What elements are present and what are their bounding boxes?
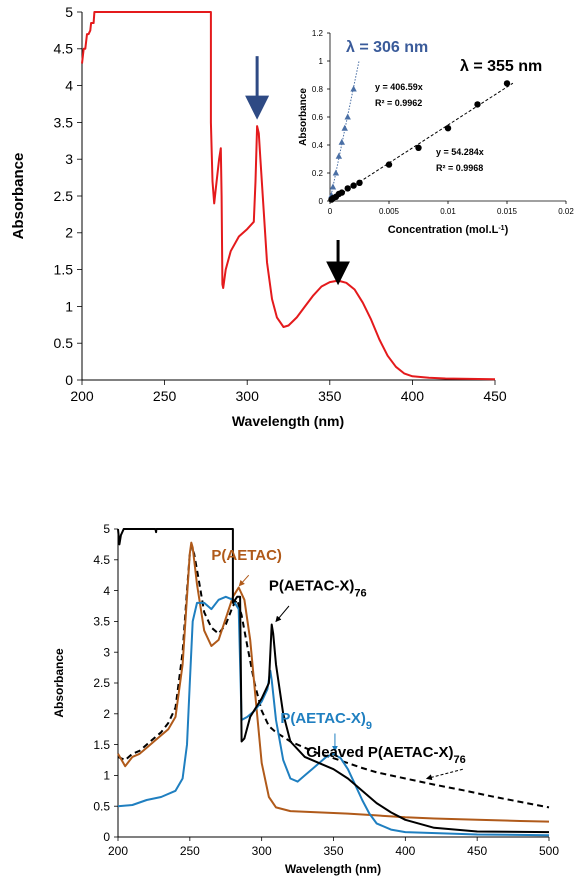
inset-point-355 — [356, 179, 363, 186]
bottom-series-label: Cleaved P(AETAC-X)76 — [306, 744, 466, 766]
bottom-y-tick-label: 2.5 — [93, 676, 110, 690]
top-x-axis-title: Wavelength (nm) — [232, 413, 344, 429]
inset-x-tick-label: 0 — [328, 207, 333, 216]
bottom-x-tick-label: 300 — [252, 844, 272, 858]
top-series — [81, 11, 496, 381]
top-y-tick-label: 2.5 — [54, 188, 74, 204]
inset-point-355 — [350, 182, 357, 189]
top-y-tick-label: 3 — [65, 151, 73, 167]
bottom-x-tick-label: 250 — [180, 844, 200, 858]
top-x-tick-label: 200 — [70, 388, 94, 404]
bottom-y-tick-label: 3 — [103, 645, 110, 659]
inset-y-tick-label: 0.4 — [312, 141, 324, 150]
bottom-label-arrow-icon — [425, 768, 463, 781]
top-y-tick-label: 4.5 — [54, 41, 74, 57]
inset-point-355 — [338, 189, 345, 196]
bottom-x-ticks: 200 250 300 350 400 450 500 — [108, 837, 559, 858]
inset-equation-306: y = 406.59x — [375, 82, 423, 92]
bottom-y-tick-label: 4 — [103, 584, 110, 598]
bottom-x-tick-label: 200 — [108, 844, 128, 858]
inset-point-306 — [350, 85, 357, 92]
bottom-y-tick-label: 0.5 — [93, 799, 110, 813]
bottom-y-tick-label: 5 — [103, 522, 110, 536]
top-x-tick-label: 250 — [153, 388, 177, 404]
top-y-tick-label: 5 — [65, 4, 73, 20]
bottom-series-line-0 — [117, 541, 550, 823]
top-chart: 0 0.5 1 1.5 2 2.5 3 3.5 4 4.5 5 200 250 300 350 400 450… — [10, 4, 574, 429]
bottom-y-ticks: 0 0.5 1 1.5 2 2.5 3 3.5 4 4.5 5 — [93, 522, 118, 844]
inset-y-tick-label: 0.6 — [312, 113, 324, 122]
bottom-series-label: P(AETAC-X)9 — [280, 710, 372, 732]
inset-point-306 — [341, 124, 348, 131]
inset-x-axis-title: Concentration (mol.L-1) — [388, 224, 509, 236]
inset-point-306 — [332, 169, 340, 176]
bottom-y-tick-label: 2 — [103, 707, 110, 721]
top-y-tick-label: 0 — [65, 372, 73, 388]
bottom-x-tick-label: 500 — [539, 844, 559, 858]
inset-point-355 — [385, 161, 393, 168]
top-y-ticks: 0 0.5 1 1.5 2 2.5 3 3.5 4 4.5 5 — [54, 4, 82, 388]
inset-series — [328, 60, 514, 203]
inset-x-tick-label: 0.01 — [440, 207, 456, 216]
inset-r2-306: R² = 0.9962 — [375, 98, 422, 108]
bottom-label-arrow-icon — [275, 605, 290, 623]
top-x-ticks: 200 250 300 350 400 450 — [70, 380, 507, 404]
inset-y-tick-label: 1 — [319, 57, 324, 66]
bottom-y-tick-label: 4.5 — [93, 553, 110, 567]
top-y-tick-label: 1 — [65, 298, 73, 314]
inset-r2-355: R² = 0.9968 — [436, 163, 483, 173]
bottom-y-tick-label: 1 — [103, 769, 110, 783]
bottom-y-tick-label: 1.5 — [93, 738, 110, 752]
inset-point-306 — [344, 113, 351, 120]
bottom-y-axis-title: Absorbance — [52, 648, 66, 718]
bottom-y-tick-label: 3.5 — [93, 615, 110, 629]
inset-x-ticks: 0 0.005 0.01 0.015 0.02 — [328, 201, 574, 216]
bottom-series-label: P(AETAC-X)76 — [269, 578, 367, 600]
inset-point-355 — [344, 185, 351, 192]
top-x-tick-label: 350 — [318, 388, 342, 404]
inset-x-tick-label: 0.02 — [558, 207, 574, 216]
inset-point-306 — [335, 152, 343, 159]
bottom-series-label: P(AETAC) — [211, 547, 282, 564]
inset-y-tick-label: 0 — [319, 197, 324, 206]
top-y-tick-label: 4 — [65, 78, 73, 94]
inset-point-355 — [444, 125, 452, 132]
bottom-label-arrow-icon — [238, 574, 250, 587]
bottom-series-line-1 — [117, 528, 550, 834]
bottom-y-tick-label: 0 — [103, 830, 110, 844]
inset-y-axis-title: Absorbance — [298, 88, 309, 146]
bottom-x-axis-title: Wavelength (nm) — [285, 862, 381, 876]
inset-chart: 0 0.2 0.4 0.6 0.8 1 1.2 0 0.005 0.01 0.015 0.02 Co… — [298, 18, 574, 240]
bottom-series — [117, 528, 550, 837]
inset-y-ticks: 0 0.2 0.4 0.6 0.8 1 1.2 — [312, 29, 330, 206]
inset-point-306 — [338, 138, 345, 145]
top-y-tick-label: 3.5 — [54, 114, 74, 130]
bottom-x-tick-label: 400 — [395, 844, 415, 858]
inset-equation-355: y = 54.284x — [436, 147, 484, 157]
bottom-x-tick-label: 450 — [467, 844, 487, 858]
inset-point-306 — [329, 183, 337, 190]
inset-point-355 — [503, 80, 511, 87]
inset-series-label-306: λ = 306 nm — [346, 39, 428, 56]
top-y-tick-label: 1.5 — [54, 262, 74, 278]
top-y-tick-label: 0.5 — [54, 335, 74, 351]
top-y-tick-label: 2 — [65, 225, 73, 241]
bottom-x-tick-label: 350 — [323, 844, 343, 858]
bottom-chart: 0 0.5 1 1.5 2 2.5 3 3.5 4 4.5 5 200 250 300 350 400 450… — [52, 522, 559, 876]
top-x-tick-label: 300 — [236, 388, 260, 404]
inset-point-355 — [474, 101, 481, 108]
inset-point-355 — [415, 144, 422, 151]
inset-y-tick-label: 0.8 — [312, 85, 324, 94]
top-x-tick-label: 400 — [401, 388, 425, 404]
inset-x-tick-label: 0.015 — [497, 207, 518, 216]
bottom-series-labels: P(AETAC) P(AETAC-X)76 P(AETAC-X)9 Cleaved P… — [211, 547, 466, 781]
inset-x-tick-label: 0.005 — [379, 207, 400, 216]
top-y-axis-title: Absorbance — [10, 153, 27, 240]
inset-y-tick-label: 1.2 — [312, 29, 324, 38]
inset-series-label-355: λ = 355 nm — [460, 58, 542, 75]
top-x-tick-label: 450 — [483, 388, 507, 404]
inset-y-tick-label: 0.2 — [312, 169, 324, 178]
top-series-line — [81, 11, 496, 381]
